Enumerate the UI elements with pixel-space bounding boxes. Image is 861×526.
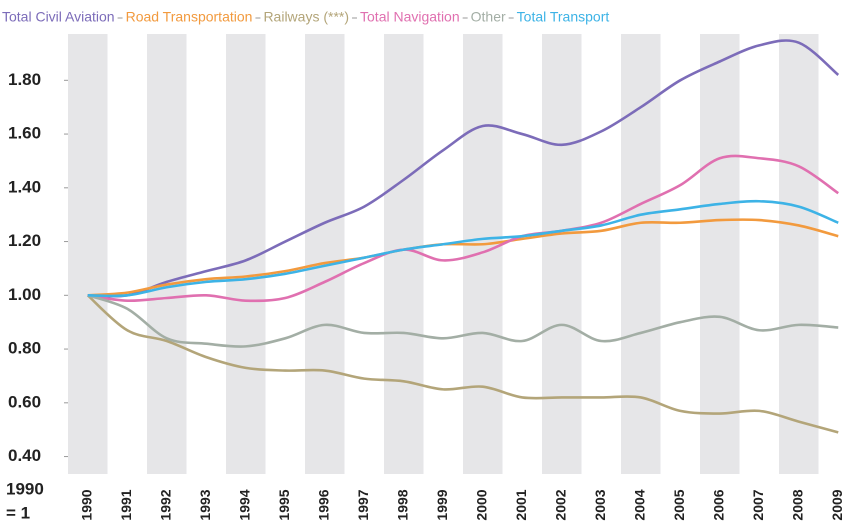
legend-entry: Total Transport xyxy=(517,9,610,25)
series-line xyxy=(87,199,839,298)
x-tick-label: 2005 xyxy=(671,489,687,520)
y-tick-label: 1.60 xyxy=(8,124,41,143)
x-tick-label: 1990 xyxy=(78,489,94,520)
series-line xyxy=(87,218,839,297)
y-tick-label: 0.60 xyxy=(8,392,41,411)
y-tick-label: 0.80 xyxy=(8,339,41,358)
column-band xyxy=(147,34,187,474)
column-band xyxy=(700,34,740,474)
x-tick-label: 2009 xyxy=(829,489,845,520)
column-band xyxy=(779,34,819,474)
x-tick-label: 1992 xyxy=(157,489,173,520)
y-tick-label: 1.20 xyxy=(8,231,41,250)
series-line xyxy=(86,294,839,434)
column-band xyxy=(463,34,503,474)
x-tick-label: 1998 xyxy=(394,489,410,520)
x-tick-label: 1991 xyxy=(118,489,134,520)
y-tick-label: 1.00 xyxy=(8,285,41,304)
column-band xyxy=(384,34,424,474)
series-line xyxy=(87,154,839,303)
legend-entry: Total Navigation xyxy=(360,9,460,25)
x-tick-label: 2008 xyxy=(789,489,805,520)
legend-entry: Road Transportation xyxy=(126,9,253,25)
y-tick-label: 1.80 xyxy=(8,70,41,89)
x-tick-label: 1997 xyxy=(355,489,371,520)
x-tick-label: 1996 xyxy=(315,489,331,520)
y-tick-label: 1.40 xyxy=(8,177,41,196)
axis-note: = 1 xyxy=(6,503,30,522)
x-tick-label: 2007 xyxy=(750,489,766,520)
x-tick-label: 2002 xyxy=(552,489,568,520)
y-tick-label: 0.40 xyxy=(8,446,41,465)
legend-entry: Railways (***) xyxy=(263,9,349,25)
column-band xyxy=(68,34,108,474)
series-line xyxy=(87,39,840,298)
x-tick-label: 1993 xyxy=(197,489,213,520)
legend-entry: Other xyxy=(471,9,506,25)
axis-note: 1990 xyxy=(6,479,44,498)
x-tick-label: 2004 xyxy=(631,489,647,520)
x-tick-label: 2003 xyxy=(592,489,608,520)
x-tick-label: 2000 xyxy=(473,489,489,520)
column-band xyxy=(621,34,661,474)
x-tick-label: 2006 xyxy=(710,489,726,520)
column-band xyxy=(305,34,345,474)
x-tick-label: 1995 xyxy=(276,489,292,520)
series-line xyxy=(87,294,839,348)
x-tick-label: 1994 xyxy=(236,489,252,520)
column-band xyxy=(542,34,582,474)
x-tick-label: 1999 xyxy=(434,489,450,520)
legend-entry: Total Civil Aviation xyxy=(2,9,115,25)
x-tick-label: 2001 xyxy=(513,489,529,520)
